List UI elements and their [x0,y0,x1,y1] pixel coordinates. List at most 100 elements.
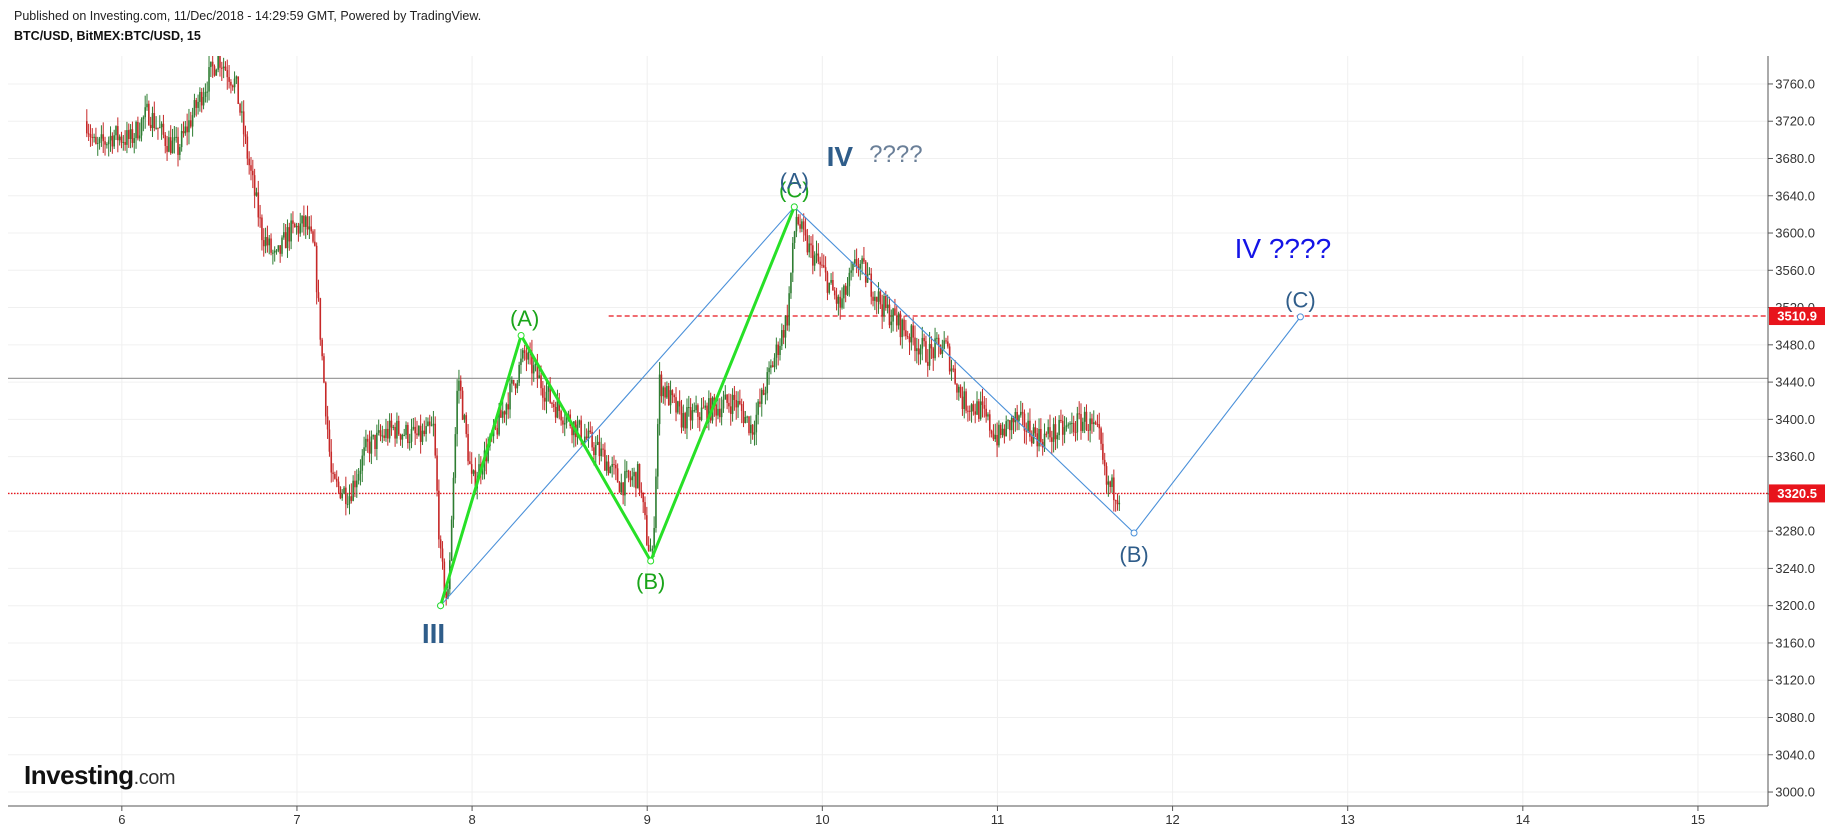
candle-body [950,368,953,372]
candle-body [98,138,101,143]
candle-body [299,223,302,234]
candle-body [1083,411,1086,422]
candle [954,360,956,385]
candle-body [954,368,956,384]
candle-body [275,250,278,252]
candle [801,218,803,233]
candle [1113,469,1115,512]
candle-body [1109,481,1111,488]
horizontal-lines [8,315,1768,495]
candle-body [843,285,845,299]
candle [770,359,772,375]
candle-body [755,414,758,433]
candle [184,120,187,136]
wave-label-3: (A) [780,168,809,193]
candle [850,261,852,281]
candle-body [750,424,752,434]
candle-body [478,464,480,479]
candle-body [354,480,356,488]
candle-body [936,337,938,339]
candle-body [868,273,871,275]
candle-body [155,127,157,129]
candle [742,401,745,428]
candle-body [1103,459,1106,467]
candle [273,246,276,262]
candle [290,213,292,250]
candle [301,215,303,233]
candle-body [830,279,832,283]
candle-body [253,175,256,196]
candle-body [764,393,767,395]
candle [324,381,327,425]
candle-body [1032,427,1035,444]
candle-body [899,313,902,338]
candle [439,535,442,559]
candle [255,187,258,197]
candle [903,315,905,337]
candle-body [182,131,185,134]
candle [430,416,433,427]
candle-body [985,408,987,417]
y-tick-label: 3240.0 [1775,561,1815,576]
y-tick-label: 3080.0 [1775,710,1815,725]
candle-body [584,436,586,443]
candle-body [802,221,805,230]
candle [542,380,544,410]
candle-body [611,464,613,467]
candle [549,376,551,404]
candle [870,267,873,305]
candle [314,229,316,247]
candle-body [171,140,174,154]
candle-body [833,290,836,296]
candle [945,337,947,344]
candle-body [1001,428,1004,435]
candle [802,213,805,242]
candle-body [129,129,132,139]
candle [536,353,539,388]
candle [675,387,677,422]
candle-body [317,292,320,299]
candle [310,215,312,234]
candle-body [173,137,176,141]
candle-body [135,121,137,139]
candle-body [270,238,272,253]
candle [1032,423,1035,444]
candle [826,270,829,301]
candle-body [600,448,603,457]
candle [658,362,661,436]
candle [459,375,462,399]
candle-body [335,478,338,482]
candle-body [239,103,241,113]
candle [452,472,455,528]
candle-body [100,134,103,139]
candle [596,434,599,446]
candle [149,116,152,132]
candle [905,319,907,340]
candle [737,391,739,419]
candle [186,113,188,146]
candle [815,240,818,264]
candle [556,389,559,419]
candle [988,409,991,438]
candle-body [162,123,165,135]
candle-body [304,216,307,227]
candle [259,204,261,228]
candle [667,382,670,406]
candle-body [226,70,229,78]
candle-body [1029,420,1031,437]
candle-body [941,348,944,354]
candle-body [252,170,254,176]
green-wave-line-point [647,557,655,565]
candle [968,405,971,421]
candle [100,125,103,147]
candle [155,116,157,130]
candle-body [117,126,119,141]
price-tag [1769,307,1825,326]
candle-body [241,111,243,113]
candle-body [1078,413,1080,415]
candle [102,122,105,154]
candle-body [744,416,747,423]
candle-body [875,296,878,302]
candle-body [133,138,136,143]
